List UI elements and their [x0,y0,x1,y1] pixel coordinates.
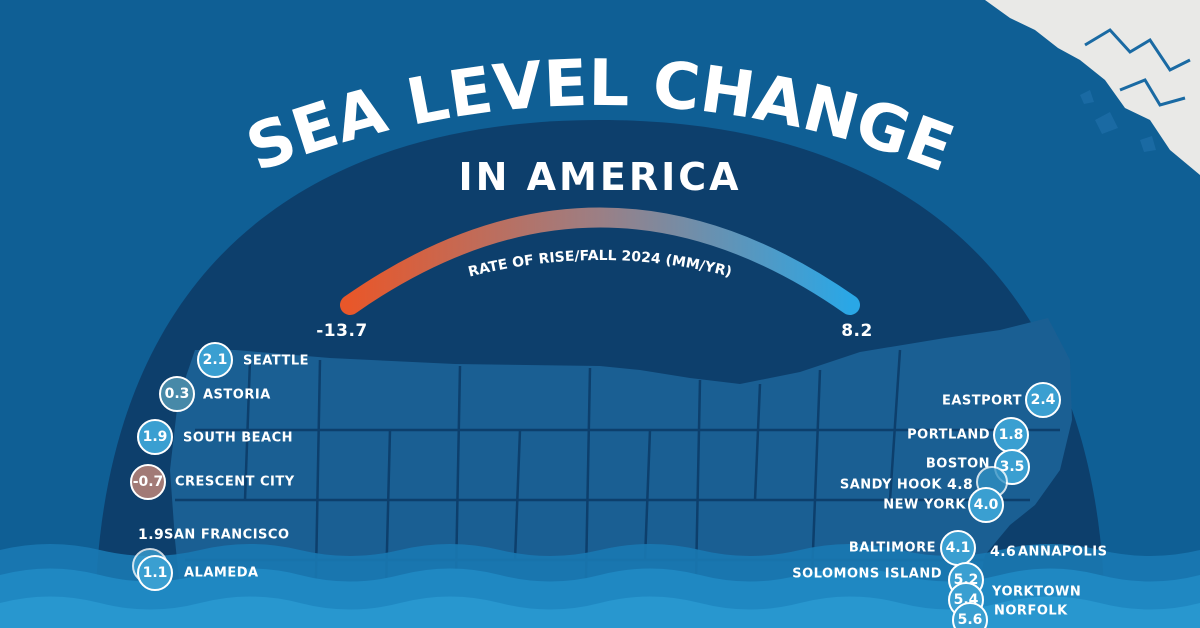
scale-min-label: -13.7 [316,321,368,341]
bubble-eastport: 2.4 [1025,382,1061,418]
city-norfolk: NORFOLK [994,603,1068,619]
city-eastport: EASTPORT [941,393,1022,409]
scale-max-label: 8.2 [841,321,873,341]
city-annapolis: ANNAPOLIS [1018,544,1108,560]
bubble-portland: 1.8 [993,417,1029,453]
city-south-beach: SOUTH BEACH [183,430,294,446]
city-crescent-city: CRESCENT CITY [175,474,295,490]
bubble-alameda: 1.1 [137,555,173,591]
city-seattle: SEATTLE [243,353,309,369]
city-astoria: ASTORIA [203,387,271,403]
value-san-francisco: 1.9 [138,527,165,543]
city-portland: PORTLAND [907,427,990,443]
scale-gradient-arc [340,207,860,315]
value-sandy-hook: 4.8 [947,477,974,493]
bubble-norfolk: 5.6 [952,602,988,628]
city-boston: BOSTON [925,456,990,472]
bubble-crescent-city: -0.7 [130,464,166,500]
wave-front [0,596,1200,628]
bubble-seattle: 2.1 [197,342,233,378]
city-sandy-hook: SANDY HOOK [839,477,942,493]
city-yorktown: YORKTOWN [992,584,1082,600]
bubble-astoria: 0.3 [159,376,195,412]
city-new-york: NEW YORK [883,497,966,513]
value-annapolis: 4.6 [990,544,1017,560]
city-baltimore: BALTIMORE [848,540,936,556]
city-san-francisco: SAN FRANCISCO [164,527,290,543]
city-alameda: ALAMEDA [184,565,259,581]
bubble-baltimore: 4.1 [940,530,976,566]
bubble-new-york: 4.0 [968,487,1004,523]
city-solomons-island: SOLOMONS ISLAND [792,566,942,582]
bubble-south-beach: 1.9 [137,419,173,455]
title-line2: IN AMERICA [458,155,741,199]
